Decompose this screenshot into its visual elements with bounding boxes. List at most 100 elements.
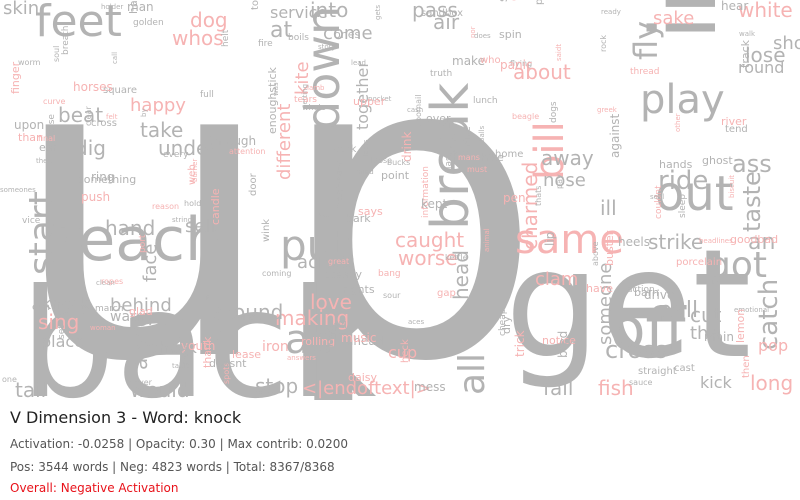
cloud-word: glad [129,305,153,318]
cloud-word: holder [101,3,124,11]
cloud-word: cross [91,118,117,129]
cloud-word: pinch [237,313,262,323]
cloud-word: animal [483,228,491,252]
cloud-word: every [163,150,189,160]
cloud-word: short [773,33,800,54]
cloud-word: air [433,10,460,34]
cloud-word: point [381,169,410,182]
cloud-word: raise [47,114,57,136]
cloud-word: pop [758,336,789,355]
cloud-word: spin [499,28,522,41]
cloud-word: into [310,0,349,22]
cloud-word: action [627,285,655,295]
cloud-word: breath [61,25,71,55]
cloud-word: pace [534,0,545,5]
cloud-word: strings [172,216,196,224]
cloud-word: hold [184,199,202,208]
cloud-word: strike [648,230,704,254]
cloud-word: love [310,290,352,314]
cloud-word: great [328,257,350,266]
cloud-word: sour [383,291,401,300]
cloud-word: vice [22,216,41,226]
cloud-word: off [610,295,686,363]
cloud-word: pen [503,191,526,205]
cloud-word: blows [325,325,336,354]
cloud-word: aces [408,318,425,326]
cloud-word: cup [388,343,418,362]
cloud-word: track [739,40,752,68]
cloud-word: headlines [699,237,733,245]
cloud-word: bucks [387,158,411,167]
cloud-word: ill [600,196,617,220]
cloud-word: sauce [629,378,653,387]
cloud-word: full [200,90,214,100]
cloud-word: worm [18,58,41,67]
cloud-word: above [591,241,600,266]
cloud-word: curve [43,97,66,106]
cloud-word: ring [91,170,115,184]
cloud-word: fish [598,376,634,400]
cloud-word: one [2,375,17,384]
cloud-word: across [297,252,355,273]
cloud-word: man [127,0,154,14]
cloud-word: cash [407,106,424,114]
cloud-word: march [95,304,124,314]
cloud-word: white [738,0,793,22]
cloud-word: fire [258,39,273,49]
cloud-word: drive [644,288,675,302]
cloud-word: <|endoftext|> [302,378,431,399]
cloud-word: cheap [498,308,508,336]
cloud-word: skin [3,0,40,19]
cloud-word: have [586,282,613,295]
cloud-word: notice [542,334,576,347]
cloud-word: mans [458,153,480,162]
cloud-word: rights [343,283,375,296]
cloud-word: bred [556,330,570,358]
cloud-word: buster [603,230,616,266]
cloud-word: beat [58,103,104,127]
cloud-word: ready [601,8,621,16]
cloud-word: main [704,330,734,344]
cloud-word: there [36,157,55,165]
cloud-word: tend [725,124,748,135]
cloud-word: sake [653,8,695,29]
cloud-word: gets [374,4,382,20]
word-counts: Pos: 3544 words | Neg: 4823 words | Tota… [10,460,335,474]
cloud-word: reach [55,205,224,275]
cloud-word: porcelain [676,257,723,268]
cloud-word: attention [229,147,266,156]
cloud-word: bark [346,212,371,225]
cloud-word: candle [209,188,222,225]
cloud-word: who [480,55,501,66]
cloud-word: finger [9,61,22,94]
cloud-word: ear [39,141,58,154]
cloud-word: clean [96,279,115,287]
cloud-word: hand [105,216,156,240]
cloud-word: something [78,173,137,186]
cloud-word: must [467,165,488,174]
cloud-word: sell [185,216,216,237]
cloud-word: mind [356,168,374,176]
cloud-word: make [452,54,485,68]
cloud-word: reason [152,202,180,211]
cloud-word: yet [318,210,331,219]
cloud-word: dark [334,144,357,155]
cloud-word: mess [414,380,446,394]
cloud-word: away [541,146,594,170]
cloud-word: an [748,230,776,255]
cloud-word: manner [743,0,756,1]
cloud-word: guard [507,0,520,1]
cloud-word: making [275,306,350,330]
cloud-word: pull [658,298,699,323]
cloud-word: warm [110,309,150,325]
cloud-word: seal [650,193,665,201]
cloud-word: up [10,0,543,400]
cloud-word: thread [630,67,660,77]
cloud-word: iron [262,339,289,355]
cloud-word: daisy [348,371,378,384]
cloud-word: take [140,118,184,142]
cloud-word: service [270,3,328,22]
cloud-word: kept [421,197,448,211]
cloud-word: worse [398,246,458,270]
cloud-word: ride [658,166,709,196]
